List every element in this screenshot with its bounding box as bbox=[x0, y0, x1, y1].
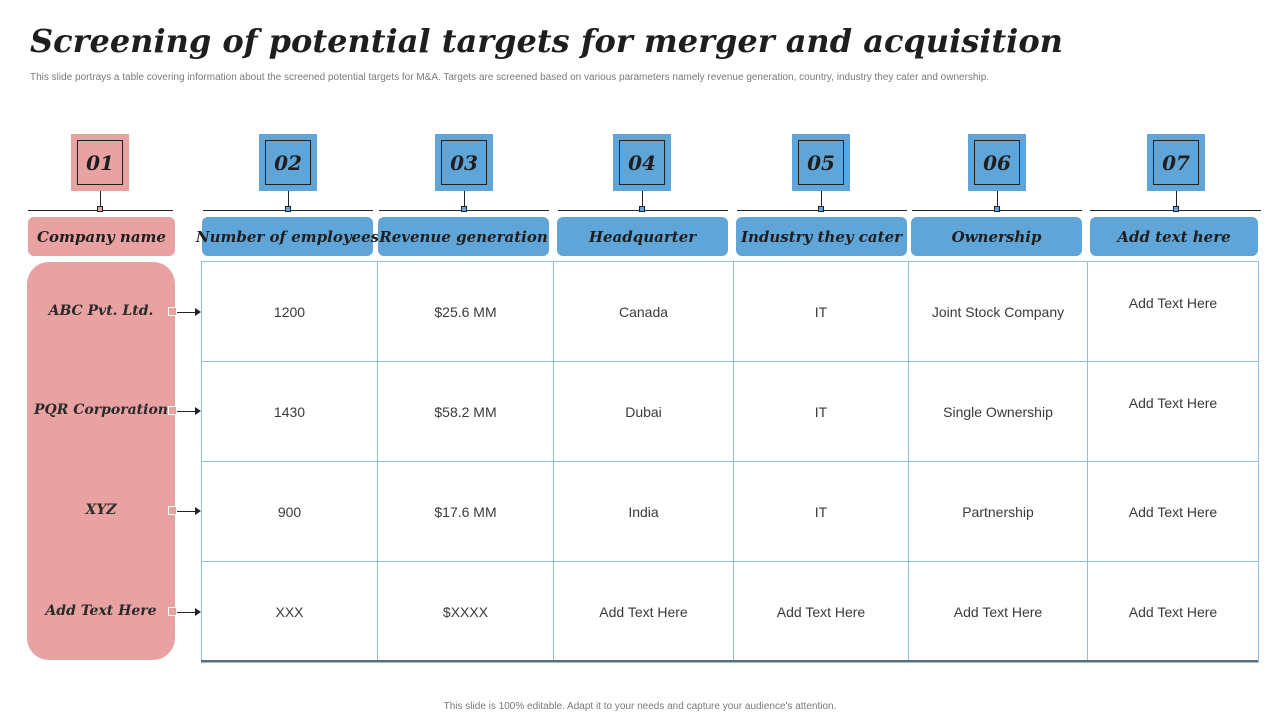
row-connector-square bbox=[168, 307, 177, 316]
connector-line bbox=[642, 191, 643, 207]
arrow-right-icon bbox=[195, 608, 201, 616]
row-arrow-line bbox=[177, 312, 196, 313]
table-cell: Add Text Here bbox=[733, 561, 909, 663]
table-cell: 900 bbox=[201, 461, 378, 562]
connector-line bbox=[288, 191, 289, 207]
column-number-badge-04: 04 bbox=[613, 134, 671, 191]
company-column-panel bbox=[27, 262, 175, 660]
arrow-right-icon bbox=[195, 407, 201, 415]
table-cell: Canada bbox=[553, 261, 734, 362]
connector-line bbox=[1176, 191, 1177, 207]
table-cell: $XXXX bbox=[377, 561, 554, 663]
column-number-badge-03: 03 bbox=[435, 134, 493, 191]
column-number: 06 bbox=[974, 140, 1020, 185]
table-bottom-border bbox=[201, 660, 1258, 662]
table-cell: 1430 bbox=[201, 361, 378, 462]
table-cell: IT bbox=[733, 261, 909, 362]
table-cell: $58.2 MM bbox=[377, 361, 554, 462]
connector-dot bbox=[639, 206, 645, 212]
row-connector-square bbox=[168, 607, 177, 616]
table-cell: Add Text Here bbox=[1087, 561, 1259, 663]
connector-dot bbox=[1173, 206, 1179, 212]
column-number-badge-07: 07 bbox=[1147, 134, 1205, 191]
column-number-badge-06: 06 bbox=[968, 134, 1026, 191]
connector-line bbox=[997, 191, 998, 207]
column-number-badge-02: 02 bbox=[259, 134, 317, 191]
column-number-badge-01: 01 bbox=[71, 134, 129, 191]
column-number: 05 bbox=[798, 140, 844, 185]
slide-title: Screening of potential targets for merge… bbox=[30, 22, 1063, 60]
slide-subtitle: This slide portrays a table covering inf… bbox=[30, 72, 990, 83]
connector-dot bbox=[994, 206, 1000, 212]
table-cell: $17.6 MM bbox=[377, 461, 554, 562]
column-number: 03 bbox=[441, 140, 487, 185]
row-arrow-line bbox=[177, 612, 196, 613]
table-cell: Add Text Here bbox=[1087, 361, 1259, 462]
table-cell: Joint Stock Company bbox=[908, 261, 1088, 362]
column-header: Headquarter bbox=[557, 217, 728, 256]
column-number: 07 bbox=[1153, 140, 1199, 185]
column-number: 02 bbox=[265, 140, 311, 185]
row-arrow-line bbox=[177, 411, 196, 412]
connector-line bbox=[100, 191, 101, 207]
row-connector-square bbox=[168, 506, 177, 515]
table-cell: Add Text Here bbox=[1087, 461, 1259, 562]
table-cell: Single Ownership bbox=[908, 361, 1088, 462]
table-cell: IT bbox=[733, 361, 909, 462]
arrow-right-icon bbox=[195, 507, 201, 515]
column-header: Revenue generation bbox=[378, 217, 549, 256]
table-cell: Add Text Here bbox=[553, 561, 734, 663]
column-header: Company name bbox=[28, 217, 175, 256]
column-header: Ownership bbox=[911, 217, 1082, 256]
company-name-label: XYZ bbox=[85, 502, 117, 518]
company-name-label: PQR Corporation bbox=[34, 402, 168, 418]
table-cell: IT bbox=[733, 461, 909, 562]
row-arrow-line bbox=[177, 511, 196, 512]
table-cell: 1200 bbox=[201, 261, 378, 362]
connector-line bbox=[464, 191, 465, 207]
column-header: Add text here bbox=[1090, 217, 1258, 256]
connector-dot bbox=[97, 206, 103, 212]
table-cell: Add Text Here bbox=[1087, 261, 1259, 362]
column-number: 04 bbox=[619, 140, 665, 185]
slide-footer: This slide is 100% editable. Adapt it to… bbox=[443, 701, 837, 712]
table-cell: Partnership bbox=[908, 461, 1088, 562]
column-header: Industry they cater bbox=[736, 217, 907, 256]
company-name-label: Add Text Here bbox=[45, 603, 157, 619]
column-header: Number of employees bbox=[196, 217, 379, 256]
connector-line bbox=[821, 191, 822, 207]
table-cell: XXX bbox=[201, 561, 378, 663]
row-connector-square bbox=[168, 406, 177, 415]
connector-dot bbox=[818, 206, 824, 212]
connector-dot bbox=[285, 206, 291, 212]
table-cell: Add Text Here bbox=[908, 561, 1088, 663]
table-cell: Dubai bbox=[553, 361, 734, 462]
table-cell: India bbox=[553, 461, 734, 562]
arrow-right-icon bbox=[195, 308, 201, 316]
company-name-label: ABC Pvt. Ltd. bbox=[48, 303, 154, 319]
targets-table: 1200 $25.6 MM Canada IT Joint Stock Company A… bbox=[201, 261, 1259, 663]
column-number: 01 bbox=[77, 140, 123, 185]
connector-dot bbox=[461, 206, 467, 212]
table-cell: $25.6 MM bbox=[377, 261, 554, 362]
column-number-badge-05: 05 bbox=[792, 134, 850, 191]
